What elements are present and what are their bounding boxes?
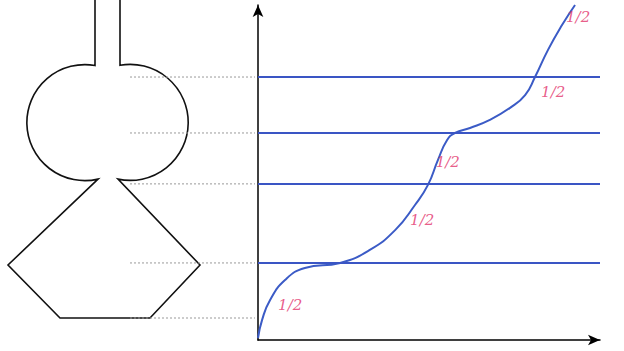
svg-text:1/2: 1/2 [278, 296, 302, 314]
svg-text:1/2: 1/2 [410, 211, 434, 229]
svg-text:1/2: 1/2 [541, 83, 565, 101]
svg-text:1/2: 1/2 [566, 8, 590, 26]
svg-text:1/2: 1/2 [436, 153, 460, 171]
